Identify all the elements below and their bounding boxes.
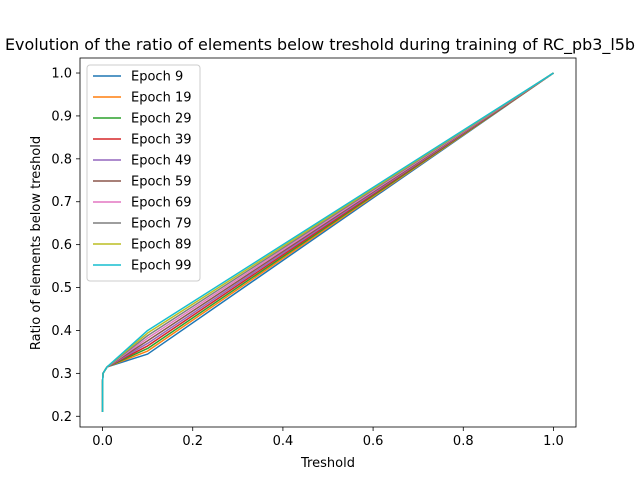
series-line-epoch-99 bbox=[101, 72, 554, 412]
x-axis-label: Treshold bbox=[300, 456, 355, 471]
legend-label: Epoch 59 bbox=[131, 175, 191, 190]
y-axis-ticks: 0.2 0.3 0.4 0.5 0.6 0.7 0.8 0.9 1.0 bbox=[51, 67, 80, 425]
legend-label: Epoch 99 bbox=[131, 259, 191, 274]
y-tick-label: 1.0 bbox=[51, 67, 72, 82]
legend-label: Epoch 39 bbox=[131, 133, 191, 148]
legend-label: Epoch 79 bbox=[131, 217, 191, 232]
legend-label: Epoch 9 bbox=[131, 70, 183, 85]
x-tick-label: 0.2 bbox=[182, 434, 203, 449]
legend-label: Epoch 29 bbox=[131, 112, 191, 127]
legend-label: Epoch 69 bbox=[131, 196, 191, 211]
y-axis-label: Ratio of elements below treshold bbox=[29, 136, 44, 350]
plot-frame bbox=[79, 57, 577, 428]
x-tick-label: 0.8 bbox=[453, 434, 474, 449]
x-tick-label: 0.4 bbox=[273, 434, 294, 449]
legend-label: Epoch 19 bbox=[131, 91, 191, 106]
legend-box bbox=[86, 64, 201, 282]
y-tick-label: 0.5 bbox=[51, 281, 72, 296]
y-tick-label: 0.2 bbox=[51, 410, 72, 425]
x-tick-label: 0.0 bbox=[92, 434, 113, 449]
legend-label: Epoch 89 bbox=[131, 238, 191, 253]
y-tick-label: 0.7 bbox=[51, 195, 72, 210]
x-tick-label: 0.6 bbox=[363, 434, 384, 449]
x-tick-label: 1.0 bbox=[543, 434, 564, 449]
y-tick-label: 0.9 bbox=[51, 109, 72, 124]
y-tick-label: 0.3 bbox=[51, 367, 72, 382]
y-tick-label: 0.6 bbox=[51, 238, 72, 253]
y-tick-label: 0.4 bbox=[51, 324, 72, 339]
chart-title: Evolution of the ratio of elements below… bbox=[5, 35, 635, 55]
plot-lines bbox=[101, 72, 554, 412]
y-tick-label: 0.8 bbox=[51, 152, 72, 167]
legend-label: Epoch 49 bbox=[131, 154, 191, 169]
x-axis-ticks: 0.0 0.2 0.4 0.6 0.8 1.0 bbox=[92, 427, 564, 449]
legend: Epoch 9 Epoch 19 Epoch 29 Epoch 39 Epoch 49 E… bbox=[86, 64, 201, 282]
